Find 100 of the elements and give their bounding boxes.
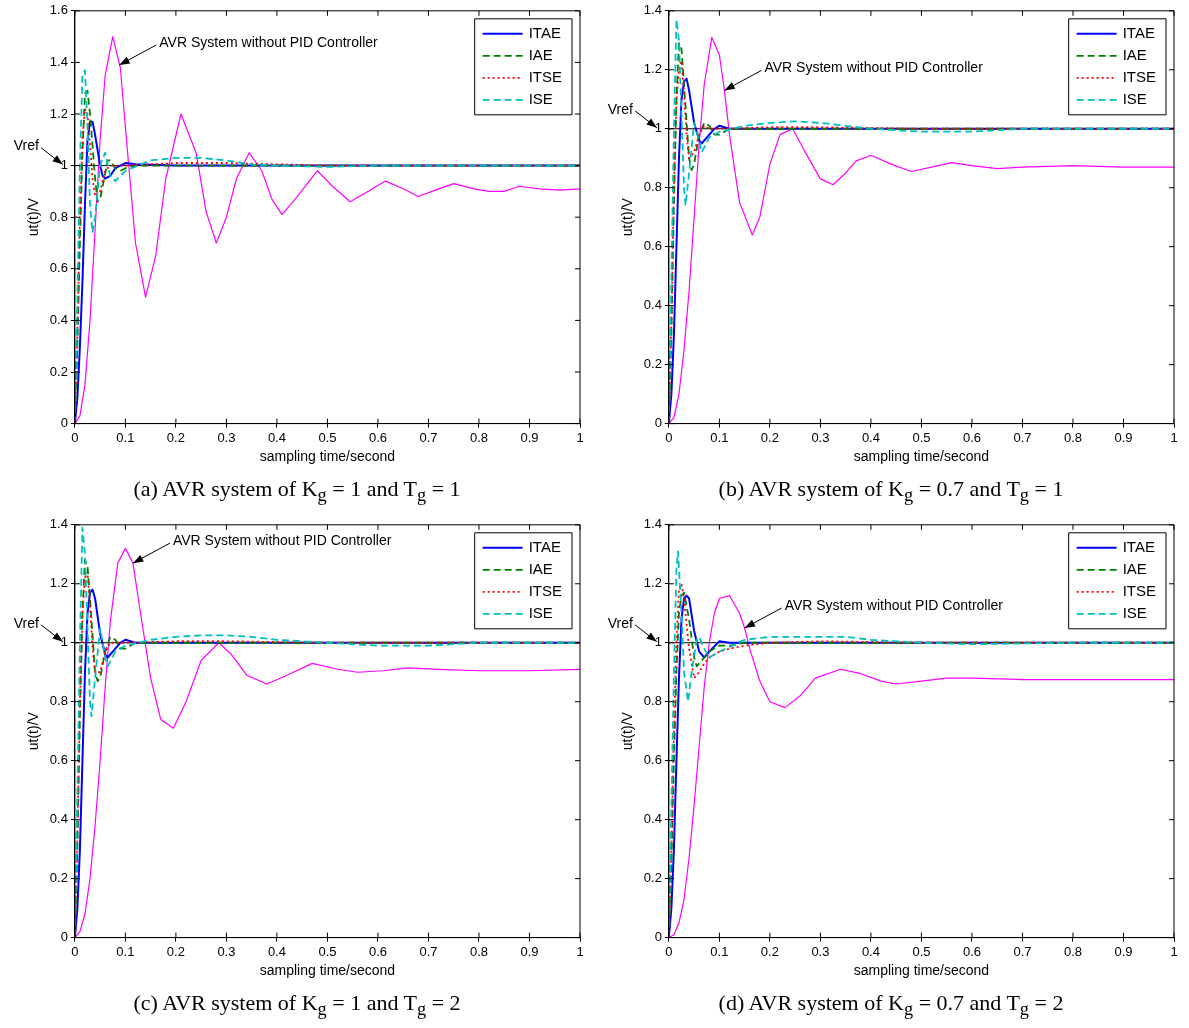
y-tick-label: 0.8 xyxy=(49,693,68,709)
x-tick-label: 0.9 xyxy=(520,429,539,445)
x-tick-label: 0.5 xyxy=(318,429,337,445)
x-tick-label: 0.2 xyxy=(166,943,185,959)
y-tick-label: 1.4 xyxy=(49,516,68,532)
legend-label: ISE xyxy=(1122,89,1147,107)
x-axis-title: sampling time/second xyxy=(853,448,990,465)
y-tick-label: 1.2 xyxy=(643,61,662,77)
legend-label: ITSE xyxy=(528,581,562,599)
x-tick-label: 0 xyxy=(71,429,79,445)
legend-label: ITSE xyxy=(1122,581,1156,599)
x-tick-label: 0 xyxy=(71,943,79,959)
y-axis-title: ut(t)/V xyxy=(619,711,636,751)
legend-label: IAE xyxy=(1122,45,1147,63)
y-tick-label: 0.6 xyxy=(643,752,662,768)
x-tick-label: 0.1 xyxy=(710,429,729,445)
y-tick-label: 1.4 xyxy=(643,516,662,532)
x-tick-label: 0.3 xyxy=(217,943,236,959)
legend-label: IAE xyxy=(528,559,553,577)
x-tick-label: 0.4 xyxy=(861,943,880,959)
x-axis-title: sampling time/second xyxy=(259,962,396,979)
x-tick-label: 0.6 xyxy=(368,943,387,959)
y-tick-label: 0.4 xyxy=(643,811,662,827)
x-tick-label: 0.5 xyxy=(912,429,931,445)
legend-label: IAE xyxy=(1122,559,1147,577)
text: (a) AVR system of K$_{g}$ = 1 and T$_{g}$ = 1 xyxy=(132,476,462,507)
x-tick-label: 0.2 xyxy=(760,943,779,959)
x-tick-label: 0.8 xyxy=(469,429,489,445)
text: (d) AVR system of K$_{g}$ = 0.7 and T$_{g}$ = 2 xyxy=(717,990,1065,1021)
x-tick-label: 0.9 xyxy=(1114,429,1133,445)
x-tick-label: 0.2 xyxy=(760,429,779,445)
annotation: AVR System without PID Controller xyxy=(784,596,1004,613)
x-tick-label: 0.3 xyxy=(811,943,830,959)
ref-line-label: Vref xyxy=(607,614,633,631)
y-tick-label: 1.2 xyxy=(643,575,662,591)
x-tick-label: 0.3 xyxy=(217,429,236,445)
x-tick-label: 0.6 xyxy=(368,429,387,445)
x-tick-label: 0.7 xyxy=(1013,943,1032,959)
x-tick-label: 0.4 xyxy=(267,943,286,959)
legend-label: ITAE xyxy=(1122,537,1155,555)
y-tick-label: 0.4 xyxy=(49,311,68,327)
x-tick-label: 0.1 xyxy=(116,943,135,959)
x-tick-label: 0 xyxy=(665,429,673,445)
x-tick-label: 0.4 xyxy=(267,429,286,445)
y-tick-label: 1 xyxy=(654,120,662,136)
x-tick-label: 0 xyxy=(665,943,673,959)
y-tick-label: 0 xyxy=(654,929,662,945)
x-tick-label: 1 xyxy=(576,943,584,959)
x-tick-label: 0.1 xyxy=(710,943,729,959)
x-tick-label: 0.4 xyxy=(861,429,880,445)
y-tick-label: 0.2 xyxy=(643,356,662,372)
x-axis-title: sampling time/second xyxy=(853,962,990,979)
y-tick-label: 0.8 xyxy=(643,179,662,195)
x-tick-label: 0.7 xyxy=(419,943,438,959)
x-tick-label: 0.7 xyxy=(1013,429,1032,445)
legend-label: ISE xyxy=(528,603,553,621)
y-tick-label: 0.2 xyxy=(49,870,68,886)
ref-line-label: Vref xyxy=(607,100,633,117)
x-tick-label: 1 xyxy=(576,429,584,445)
y-tick-label: 0.4 xyxy=(643,297,662,313)
y-tick-label: 0.2 xyxy=(49,363,68,379)
x-tick-label: 0.6 xyxy=(962,943,981,959)
y-tick-label: 1 xyxy=(60,157,68,173)
legend-label: ITSE xyxy=(528,67,562,85)
annotation: AVR System without PID Controller xyxy=(764,59,984,76)
annotation: AVR System without PID Controller xyxy=(172,531,392,548)
ref-line-label: Vref xyxy=(13,137,39,154)
y-tick-label: 0.2 xyxy=(643,870,662,886)
y-tick-label: 0.6 xyxy=(49,260,68,276)
y-tick-label: 0.4 xyxy=(49,811,68,827)
y-tick-label: 0.8 xyxy=(643,693,662,709)
x-tick-label: 0.8 xyxy=(1063,943,1083,959)
x-tick-label: 0.6 xyxy=(962,429,981,445)
ref-line-label: Vref xyxy=(13,614,39,631)
y-tick-label: 1.4 xyxy=(643,2,662,18)
legend-label: ITSE xyxy=(1122,67,1156,85)
x-tick-label: 1 xyxy=(1170,429,1178,445)
legend-label: ITAE xyxy=(528,23,561,41)
y-tick-label: 1.2 xyxy=(49,105,68,121)
y-tick-label: 0 xyxy=(60,929,68,945)
y-axis-title: ut(t)/V xyxy=(619,197,636,237)
y-tick-label: 1.2 xyxy=(49,575,68,591)
x-tick-label: 0.1 xyxy=(116,429,135,445)
y-tick-label: 0 xyxy=(60,415,68,431)
legend-label: ISE xyxy=(1122,603,1147,621)
legend-label: ISE xyxy=(528,89,553,107)
y-tick-label: 0 xyxy=(654,415,662,431)
y-tick-label: 1 xyxy=(654,634,662,650)
y-tick-label: 1 xyxy=(60,634,68,650)
x-tick-label: 0.2 xyxy=(166,429,185,445)
x-axis-title: sampling time/second xyxy=(259,448,396,465)
y-tick-label: 1.4 xyxy=(49,53,68,69)
legend-label: ITAE xyxy=(1122,23,1155,41)
x-tick-label: 0.8 xyxy=(1063,429,1083,445)
x-tick-label: 0.9 xyxy=(1114,943,1133,959)
x-tick-label: 1 xyxy=(1170,943,1178,959)
y-tick-label: 0.8 xyxy=(49,208,68,224)
y-axis-title: ut(t)/V xyxy=(25,711,42,751)
annotation: AVR System without PID Controller xyxy=(159,33,379,50)
x-tick-label: 0.3 xyxy=(811,429,830,445)
